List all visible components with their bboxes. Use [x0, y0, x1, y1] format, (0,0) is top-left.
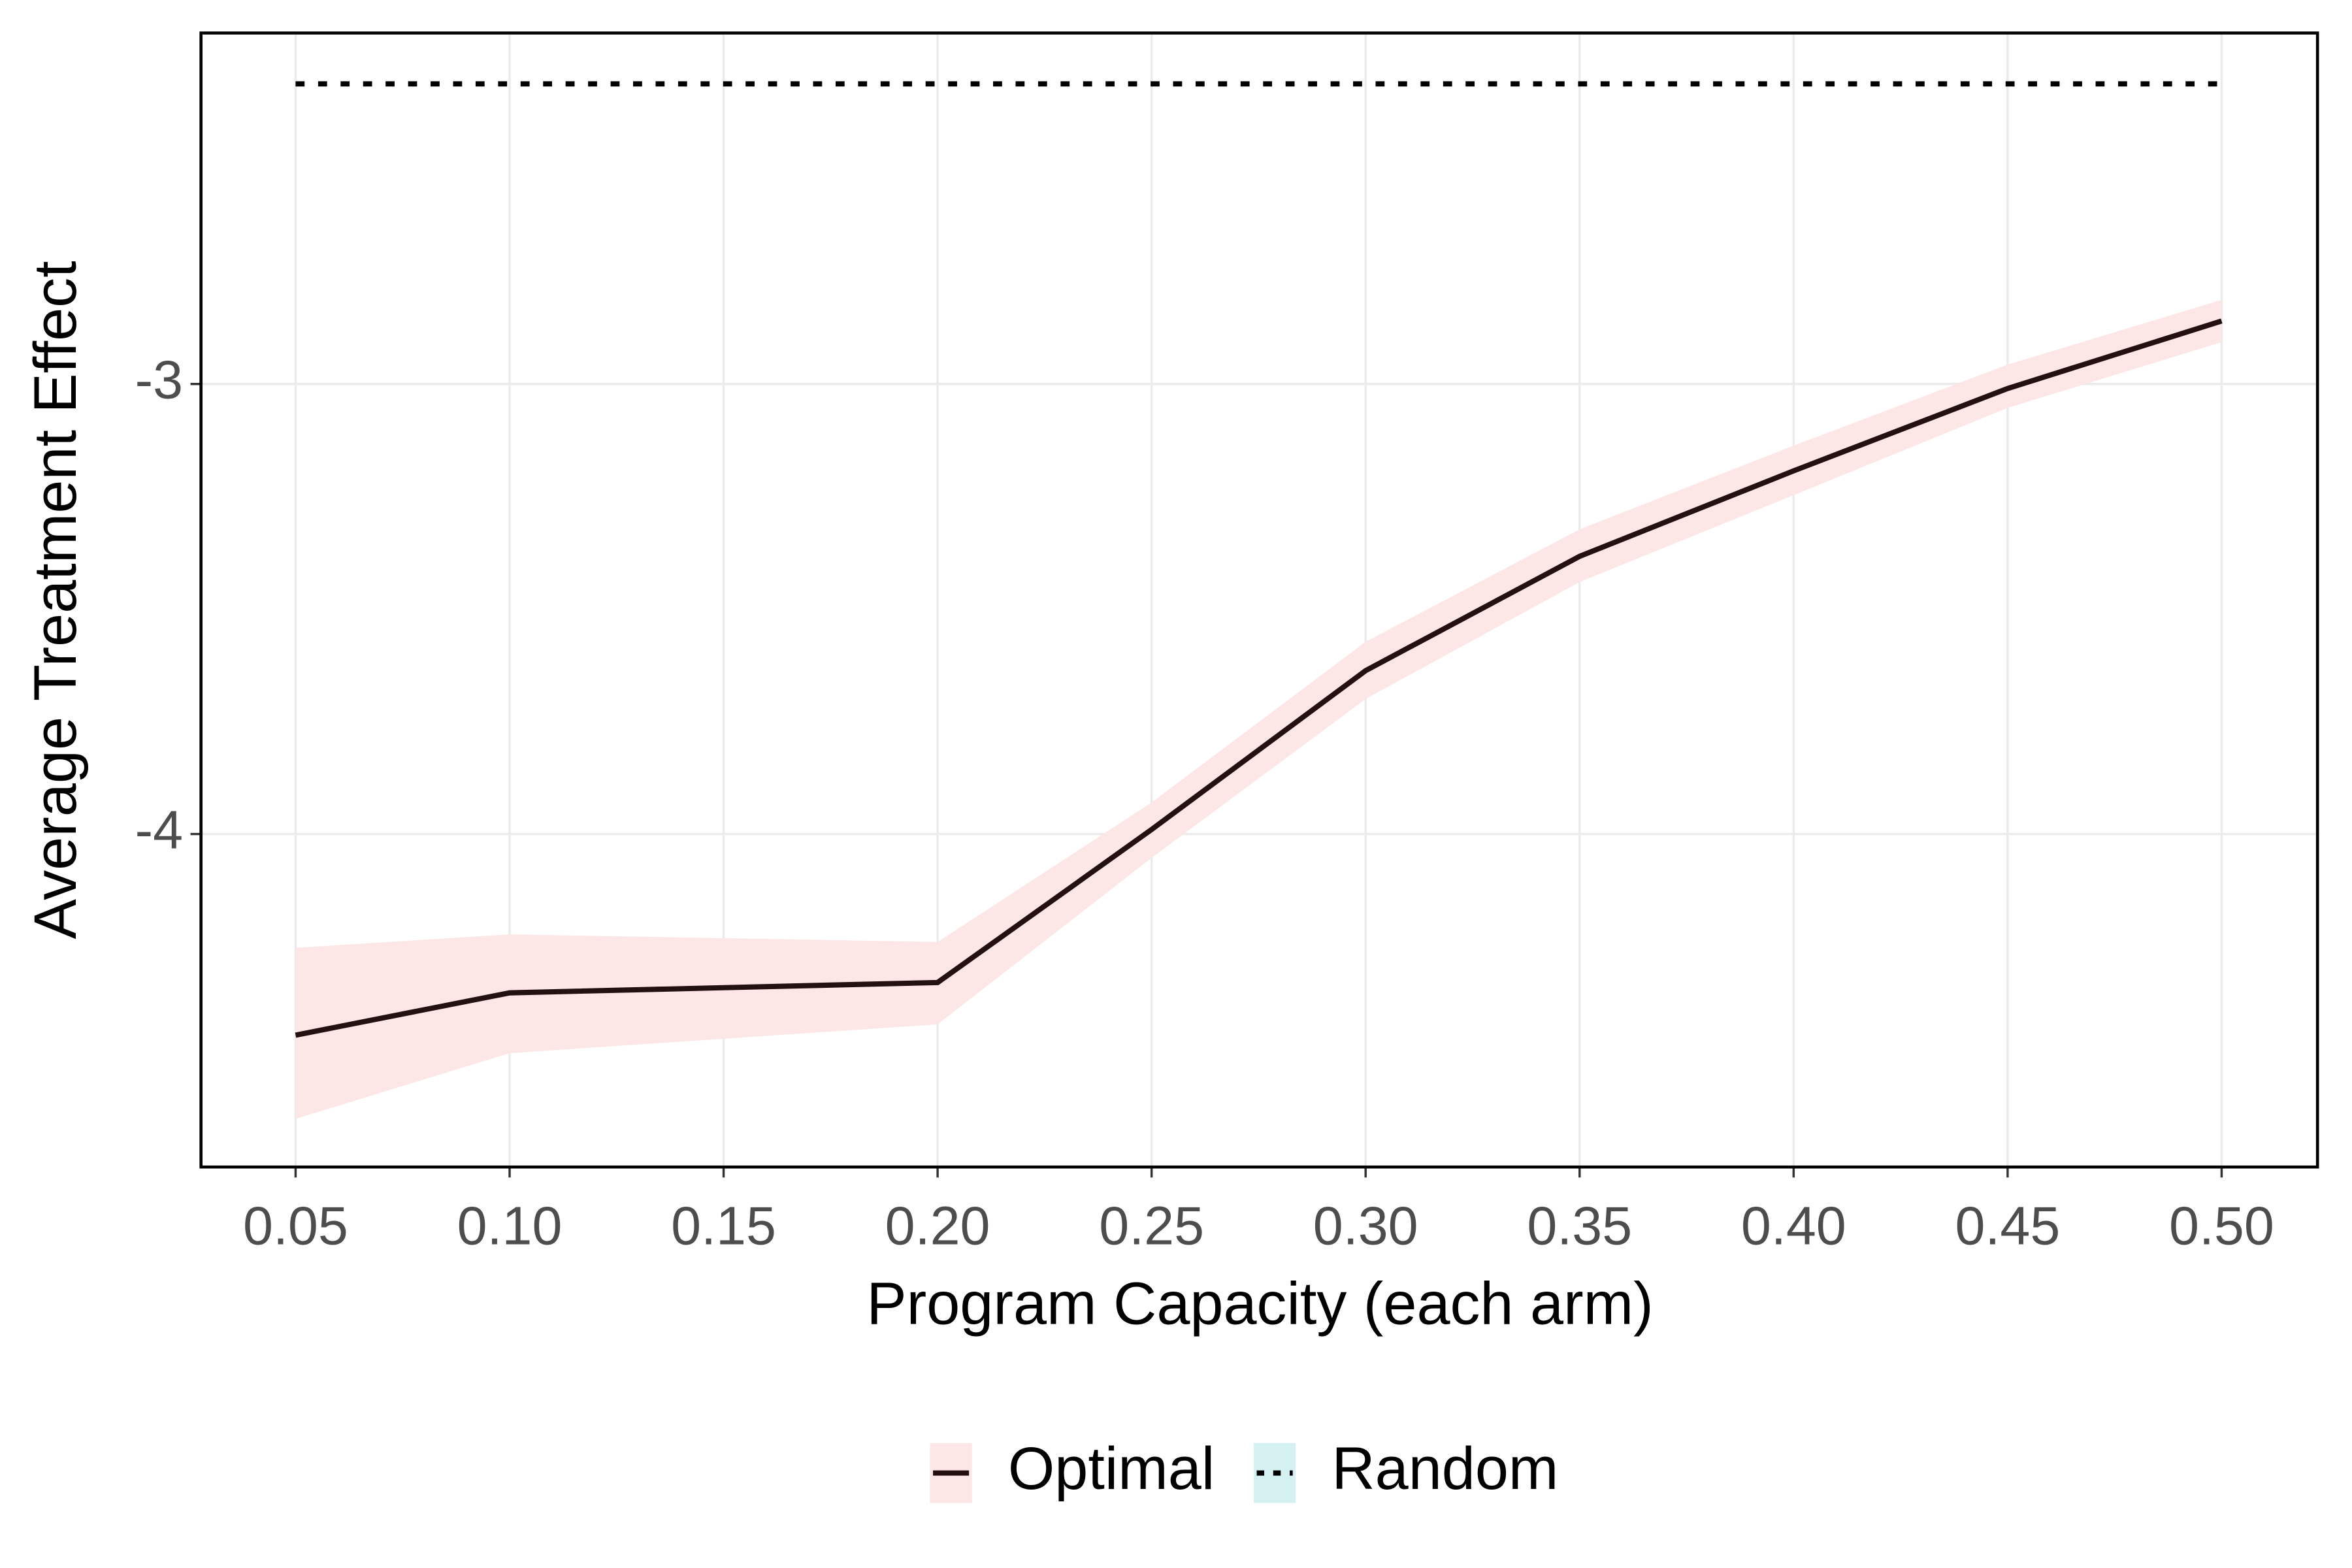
x-tick-label: 0.05 [243, 1195, 348, 1256]
legend-label: Random [1331, 1435, 1558, 1502]
x-tick-label: 0.15 [671, 1195, 776, 1256]
y-tick-label: -4 [135, 799, 183, 860]
x-tick-label: 0.20 [885, 1195, 990, 1256]
confidence-band [295, 299, 2222, 1119]
y-tick-label: -3 [135, 350, 183, 410]
y-axis-title: Average Treatment Effect [22, 261, 89, 939]
x-axis-title: Program Capacity (each arm) [866, 1270, 1653, 1337]
x-tick-label: 0.40 [1741, 1195, 1846, 1256]
x-tick-label: 0.35 [1527, 1195, 1632, 1256]
x-tick-label: 0.30 [1313, 1195, 1418, 1256]
x-tick-label: 0.45 [1955, 1195, 2060, 1256]
legend: Optimal Random [930, 1435, 1558, 1503]
plot-border [199, 31, 2319, 1169]
x-tick-label: 0.25 [1099, 1195, 1204, 1256]
legend-label: Optimal [1008, 1435, 1215, 1502]
x-tick-label: 0.10 [457, 1195, 563, 1256]
series-line [295, 318, 2223, 1038]
x-tick-label: 0.50 [2169, 1195, 2274, 1256]
